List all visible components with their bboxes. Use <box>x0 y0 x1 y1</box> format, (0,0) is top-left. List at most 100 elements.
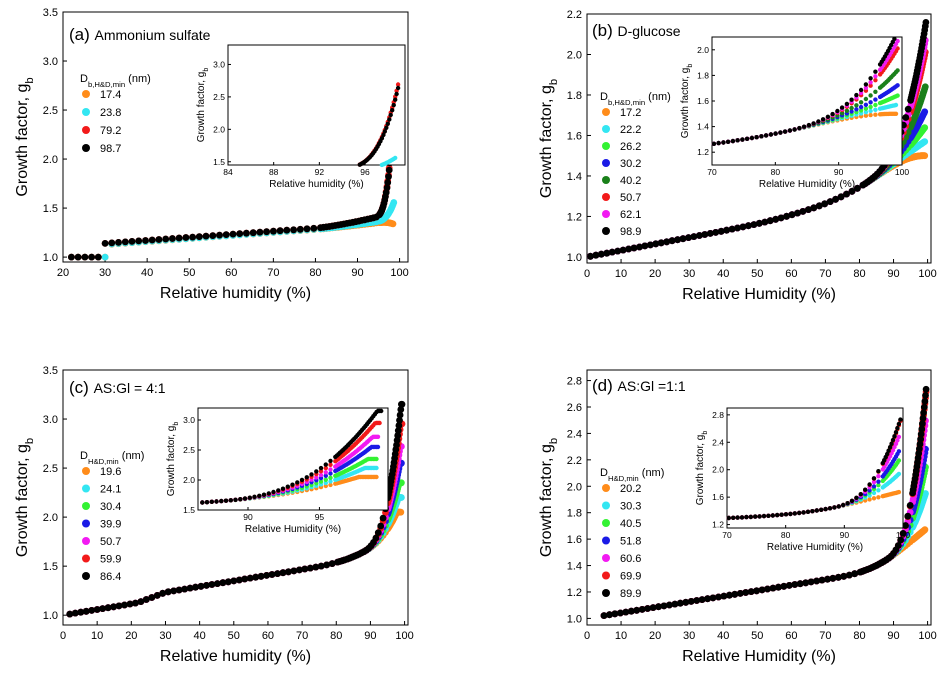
inset-data-point <box>748 514 753 520</box>
y-tick-label: 2.0 <box>43 154 58 166</box>
data-point <box>115 239 122 246</box>
inset-data-point <box>895 425 900 431</box>
panel-label: (d) <box>592 376 613 395</box>
legend-label: 22.2 <box>620 124 641 136</box>
x-tick-label: 70 <box>296 630 308 642</box>
data-point <box>246 574 254 582</box>
data-point <box>614 247 622 255</box>
data-point <box>88 607 96 614</box>
data-point <box>736 590 744 597</box>
data-point <box>77 608 85 616</box>
inset-data-point <box>893 441 899 446</box>
inset-data-point <box>849 109 854 114</box>
data-point <box>372 534 380 542</box>
panel-title-text: AS:Gl = 4:1 <box>94 380 166 396</box>
series-23.8 <box>68 199 398 261</box>
data-point <box>652 240 660 248</box>
data-point <box>290 567 298 575</box>
legend-title-tail: (nm) <box>645 91 671 103</box>
data-point <box>761 218 769 226</box>
inset-y-tick-label: 2.0 <box>183 475 195 485</box>
inset-data-point <box>844 108 850 114</box>
data-point <box>208 581 216 588</box>
legend-marker <box>602 536 610 545</box>
data-point <box>666 601 673 609</box>
inset-data-point <box>863 110 869 115</box>
data-point <box>209 232 217 240</box>
inset-x-tick-label: 84 <box>223 167 233 177</box>
inset-data-point <box>775 512 780 518</box>
x-tick-label: 20 <box>649 268 661 280</box>
legend-marker <box>602 484 610 492</box>
inset-data-point <box>825 114 831 120</box>
inset-data-point <box>830 111 835 117</box>
inset-data-point <box>735 515 740 520</box>
data-point <box>906 502 914 509</box>
inset-y-tick-label: 2.8 <box>712 410 724 420</box>
data-point <box>897 536 905 544</box>
data-point <box>815 202 823 210</box>
data-point <box>785 582 793 589</box>
inset-data-point <box>375 434 381 439</box>
data-point <box>739 223 747 231</box>
legend-marker <box>82 572 90 580</box>
data-point <box>175 234 183 242</box>
inset-data-point <box>867 497 872 502</box>
legend-marker <box>602 142 610 150</box>
data-point <box>202 232 210 240</box>
data-point <box>175 586 183 594</box>
data-point <box>835 573 842 581</box>
inset-data-point <box>858 108 864 113</box>
data-point <box>137 598 145 605</box>
series-points <box>68 87 399 261</box>
inset-data-point <box>304 475 309 480</box>
inset-y-tick-label: 1.8 <box>697 70 709 80</box>
inset-data-point <box>323 483 328 489</box>
inset-data-point <box>819 507 824 512</box>
data-point <box>181 585 189 593</box>
inset-data-point <box>896 421 902 427</box>
data-point <box>323 561 331 569</box>
y-axis-label-main: Growth factor, g <box>14 84 31 197</box>
legend-title: Db,H&D,min (nm) <box>600 91 671 107</box>
y-axis-label-sub: b <box>24 438 36 444</box>
inset-data-point <box>797 125 802 131</box>
x-tick-label: 90 <box>364 630 376 642</box>
inset-data-point <box>782 129 788 134</box>
inset-x-tick-label: 70 <box>707 167 717 177</box>
data-point <box>902 114 910 121</box>
inset-data-point <box>385 121 390 127</box>
data-point <box>121 238 129 246</box>
inset-data-point <box>323 465 328 471</box>
data-point <box>780 582 788 590</box>
legend-label: 60.6 <box>620 553 641 565</box>
inset-data-point <box>867 482 872 487</box>
inset-data-point <box>892 434 897 439</box>
data-point <box>377 522 385 530</box>
legend-title-sub: H&D,min <box>88 457 119 466</box>
data-point <box>625 245 632 253</box>
data-point <box>712 229 720 236</box>
data-point <box>296 566 303 574</box>
plot-frame <box>586 13 932 264</box>
data-point <box>306 564 314 572</box>
inset-data-point <box>832 505 837 510</box>
y-tick-label: 2.5 <box>43 105 58 117</box>
inset-data-point <box>252 494 257 499</box>
inset-data-point <box>318 469 324 474</box>
inset-data-point <box>754 135 759 140</box>
data-point <box>622 608 630 616</box>
data-point <box>917 435 924 443</box>
inset-data-point <box>836 504 841 509</box>
data-point <box>592 251 600 259</box>
y-tick-label: 2.2 <box>567 9 582 21</box>
x-tick-label: 10 <box>615 268 627 280</box>
inset-y-tick-label: 3.0 <box>183 415 195 425</box>
data-point <box>904 105 912 113</box>
y-tick-label: 1.8 <box>567 90 582 102</box>
inset-data-point <box>384 125 389 130</box>
data-point <box>709 594 717 602</box>
inset-data-point <box>895 93 900 98</box>
inset-data-point <box>858 492 863 497</box>
inset-data-point <box>209 499 214 504</box>
